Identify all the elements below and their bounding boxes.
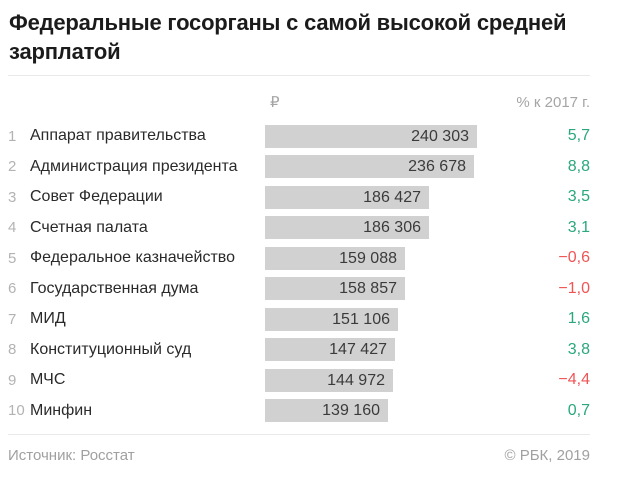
row-value: 240 303 (411, 127, 469, 145)
row-rank: 6 (8, 280, 17, 298)
row-label: Счетная палата (30, 218, 148, 236)
value-column-header: ₽ (270, 94, 280, 111)
row-label: Администрация президента (30, 157, 238, 175)
row-value: 236 678 (408, 158, 466, 176)
row-rank: 3 (8, 188, 17, 206)
row-bar-cell: 236 678 (265, 155, 490, 179)
row-label: Конституционный суд (30, 340, 192, 358)
row-bar-cell: 158 857 (265, 277, 490, 301)
row-bar-cell: 139 160 (265, 399, 490, 423)
row-value: 158 857 (339, 280, 397, 298)
table-row: 8 Конституционный суд 147 427 3,8 (8, 335, 590, 366)
value-bar: 147 427 (265, 338, 395, 362)
row-label: Аппарат правительства (30, 127, 206, 145)
row-percent: −0,6 (558, 249, 590, 267)
row-bar-cell: 159 088 (265, 246, 490, 270)
source-note: Источник: Росстат (8, 447, 135, 464)
chart-title: Федеральные госорганы с самой высокой ср… (9, 10, 567, 64)
table-row: 10 Минфин 139 160 0,7 (8, 396, 590, 427)
row-label: МИД (30, 310, 66, 328)
row-rank: 2 (8, 158, 17, 176)
table-row: 4 Счетная палата 186 306 3,1 (8, 213, 590, 244)
row-percent: 3,5 (567, 188, 590, 206)
row-rank: 9 (8, 371, 17, 389)
value-bar: 158 857 (265, 277, 405, 301)
row-percent: 1,6 (567, 310, 590, 328)
row-value: 147 427 (329, 341, 387, 359)
table-row: 6 Государственная дума 158 857 −1,0 (8, 274, 590, 305)
row-bar-cell: 186 306 (265, 216, 490, 240)
bottom-divider (8, 434, 590, 435)
table-row: 1 Аппарат правительства 240 303 5,7 (8, 121, 590, 152)
table-row: 5 Федеральное казначейство 159 088 −0,6 (8, 243, 590, 274)
row-value: 139 160 (322, 402, 380, 420)
row-bar-cell: 186 427 (265, 185, 490, 209)
row-percent: 3,1 (567, 218, 590, 236)
table-row: 9 МЧС 144 972 −4,4 (8, 365, 590, 396)
row-rank: 1 (8, 127, 17, 145)
row-value: 159 088 (339, 249, 397, 267)
row-percent: 5,7 (567, 127, 590, 145)
infographic-card: Федеральные госорганы с самой высокой ср… (0, 8, 618, 485)
value-bar: 236 678 (265, 155, 474, 179)
value-bar: 159 088 (265, 246, 405, 270)
row-percent: 8,8 (567, 157, 590, 175)
row-rank: 8 (8, 341, 17, 359)
chart-rows: 1 Аппарат правительства 240 303 5,7 2 Ад… (0, 121, 618, 426)
row-label: Совет Федерации (30, 188, 163, 206)
row-rank: 7 (8, 310, 17, 328)
row-label: Минфин (30, 401, 93, 419)
row-percent: −4,4 (558, 371, 590, 389)
value-bar: 186 427 (265, 185, 429, 209)
row-label: Государственная дума (30, 279, 199, 297)
copyright-note: © РБК, 2019 (504, 447, 590, 464)
row-percent: 0,7 (567, 401, 590, 419)
row-bar-cell: 147 427 (265, 338, 490, 362)
row-value: 186 306 (363, 219, 421, 237)
row-bar-cell: 240 303 (265, 124, 490, 148)
row-bar-cell: 151 106 (265, 307, 490, 331)
row-value: 151 106 (332, 310, 390, 328)
row-rank: 10 (8, 402, 25, 420)
table-row: 2 Администрация президента 236 678 8,8 (8, 152, 590, 183)
footer: Источник: Росстат © РБК, 2019 (8, 447, 590, 464)
percent-column-header: % к 2017 г. (516, 93, 590, 111)
table-row: 3 Совет Федерации 186 427 3,5 (8, 182, 590, 213)
value-bar: 240 303 (265, 124, 477, 148)
row-value: 144 972 (327, 371, 385, 389)
row-label: МЧС (30, 371, 66, 389)
row-label: Федеральное казначейство (30, 249, 235, 267)
table-row: 7 МИД 151 106 1,6 (8, 304, 590, 335)
row-percent: −1,0 (558, 279, 590, 297)
column-header-row: ₽ % к 2017 г. (8, 92, 590, 112)
value-bar: 186 306 (265, 216, 429, 240)
row-percent: 3,8 (567, 340, 590, 358)
top-divider (8, 75, 590, 76)
value-bar: 144 972 (265, 368, 393, 392)
value-bar: 151 106 (265, 307, 398, 331)
row-bar-cell: 144 972 (265, 368, 490, 392)
row-rank: 4 (8, 219, 17, 237)
value-bar: 139 160 (265, 399, 388, 423)
row-rank: 5 (8, 249, 17, 267)
row-value: 186 427 (363, 188, 421, 206)
